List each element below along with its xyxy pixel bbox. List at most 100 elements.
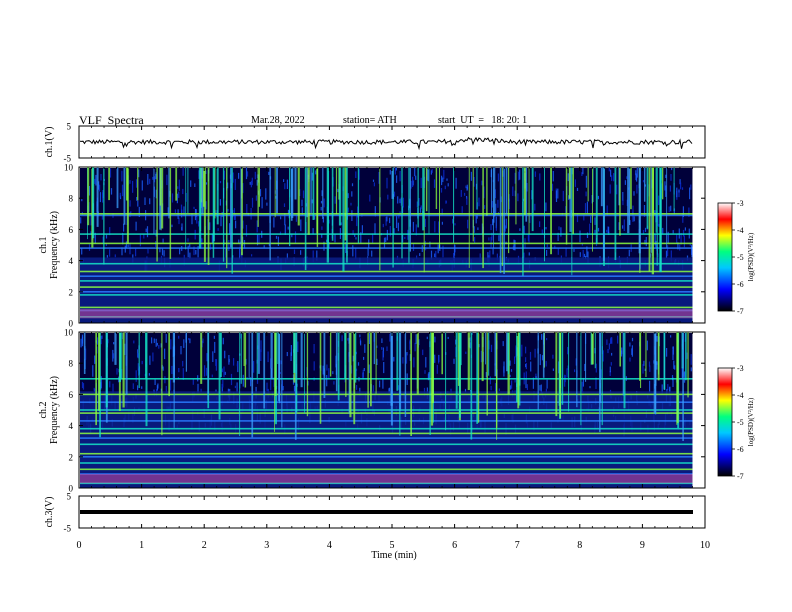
spectrogram-blank xyxy=(692,168,704,323)
spectrogram-cell xyxy=(109,227,111,236)
spectrogram-cell xyxy=(277,236,279,246)
spectrogram-cell xyxy=(429,241,431,248)
spectrogram-cell xyxy=(223,170,225,180)
spectrogram-cell xyxy=(215,359,217,366)
spectrogram-cell xyxy=(284,213,286,226)
spectrogram-cell xyxy=(635,170,637,176)
sferic-streak xyxy=(639,332,641,381)
sferic-streak xyxy=(331,167,334,241)
spectrogram-cell xyxy=(539,354,541,366)
spectrogram-cell xyxy=(436,364,438,374)
spectrogram-cell xyxy=(610,169,612,177)
spectrogram-cell xyxy=(137,353,139,359)
spectrogram-cell xyxy=(155,338,157,347)
spectrogram-cell xyxy=(621,347,623,355)
spectrogram-cell xyxy=(690,354,692,365)
spectrogram-cell xyxy=(347,193,349,199)
spectrogram-cell xyxy=(213,335,215,339)
spectrogram-cell xyxy=(657,216,659,226)
colorbar-tick-label: -6 xyxy=(737,280,744,289)
sferic-streak xyxy=(655,332,657,386)
spectrogram-band xyxy=(80,262,693,265)
spectrogram-band xyxy=(80,233,693,235)
sferic-streak xyxy=(391,167,394,199)
spectrogram-cell xyxy=(425,357,427,368)
spectrogram-cell xyxy=(597,195,599,200)
spectrogram-cell xyxy=(311,172,313,181)
spectrogram-band xyxy=(80,432,693,435)
spectrogram-cell xyxy=(466,197,468,205)
sferic-streak xyxy=(335,167,338,215)
spectrogram-cell xyxy=(138,206,140,217)
spectrogram-cell xyxy=(557,232,559,241)
spectrogram-cell xyxy=(382,379,384,389)
colorbar-tick-label: -5 xyxy=(737,253,744,262)
spectrogram-cell xyxy=(644,368,646,371)
sferic-streak xyxy=(503,167,505,274)
spectrogram-cell xyxy=(519,228,521,231)
x-tick-label: 9 xyxy=(640,540,645,551)
spectrogram-cell xyxy=(582,377,584,387)
sferic-streak xyxy=(276,167,278,213)
spectrogram-cell xyxy=(608,226,610,234)
spectrogram-cell xyxy=(132,383,134,389)
spectrogram-cell xyxy=(419,253,421,256)
colorbar-tick-label: -3 xyxy=(737,199,744,208)
sferic-streak xyxy=(108,167,110,201)
sferic-streak xyxy=(495,332,498,428)
sferic-streak xyxy=(291,167,294,218)
spectrogram-cell xyxy=(379,380,381,388)
spectrogram-cell xyxy=(393,191,396,197)
sferic-streak xyxy=(439,167,440,249)
ch2-colorbar-label: log(PSD)(V²/Hz) xyxy=(747,397,755,446)
spectrogram-cell xyxy=(600,369,602,379)
spectrogram-cell xyxy=(430,170,432,175)
sferic-streak xyxy=(349,332,352,418)
spectrogram-cell xyxy=(434,253,436,258)
spectrogram-cell xyxy=(636,167,638,178)
spectrogram-cell xyxy=(495,226,497,231)
spectrogram-cell xyxy=(182,368,184,380)
spectrogram-cell xyxy=(109,381,111,388)
spectrogram-cell xyxy=(314,215,316,220)
spectrogram-cell xyxy=(415,224,417,236)
sferic-streak xyxy=(342,167,345,272)
x-tick-label: 4 xyxy=(327,540,332,551)
spectrogram-cell xyxy=(356,385,358,390)
sferic-streak xyxy=(168,167,170,219)
x-tick-label: 3 xyxy=(264,540,269,551)
spectrogram-cell xyxy=(110,188,113,195)
sferic-streak xyxy=(650,167,652,253)
spectrogram-cell xyxy=(290,345,292,356)
spectrogram-cell xyxy=(94,355,96,364)
spectrogram-cell xyxy=(539,221,541,227)
spectrogram-cell xyxy=(461,206,463,213)
spectrogram-cell xyxy=(488,237,490,241)
spectrogram-cell xyxy=(146,226,149,238)
spectrogram-cell xyxy=(441,221,443,225)
sferic-streak xyxy=(95,332,97,426)
spectrogram-cell xyxy=(628,249,630,257)
sferic-streak xyxy=(207,332,209,400)
sferic-streak xyxy=(629,167,630,225)
spectrogram-cell xyxy=(334,234,336,243)
spectrogram-cell xyxy=(484,205,486,209)
spectrogram-cell xyxy=(153,338,155,343)
spectrogram-cell xyxy=(235,220,237,229)
spectrogram-cell xyxy=(602,350,604,362)
spectrogram-cell xyxy=(386,177,388,189)
sferic-streak xyxy=(322,167,324,219)
sferic-streak xyxy=(516,332,518,403)
spectrogram-cell xyxy=(259,189,262,197)
spectrogram-cell xyxy=(420,177,422,188)
spectrogram-cell xyxy=(359,334,361,338)
spectrogram-cell xyxy=(643,205,646,217)
spectrogram-cell xyxy=(225,248,227,261)
spectrogram-cell xyxy=(551,183,554,191)
spectrogram-cell xyxy=(234,214,236,221)
spectrogram-cell xyxy=(666,389,668,394)
sferic-streak xyxy=(83,332,86,374)
spectrogram-cell xyxy=(453,358,455,364)
sferic-streak xyxy=(646,167,649,229)
sferic-streak xyxy=(493,167,494,248)
